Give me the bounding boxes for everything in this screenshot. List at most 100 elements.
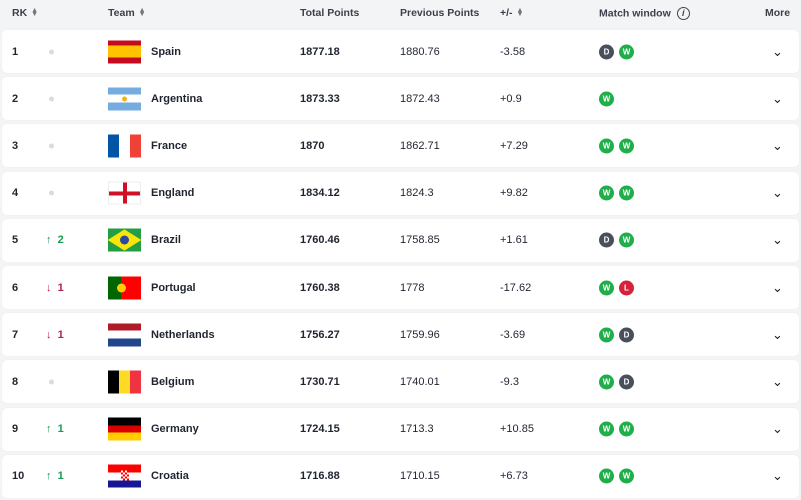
- total-points: 1760.38: [300, 281, 340, 294]
- result-badge-win: W: [599, 280, 614, 295]
- flag-croatia: [108, 464, 141, 488]
- flag-belgium: [108, 370, 141, 394]
- team-name[interactable]: Brazil: [151, 234, 181, 247]
- rank: 5: [12, 234, 19, 247]
- rank-change: ↓ 1: [46, 281, 64, 294]
- sort-icon: ▲ ▼: [138, 7, 146, 19]
- chevron-down-icon[interactable]: ⌄: [772, 468, 783, 484]
- chevron-down-icon[interactable]: ⌄: [772, 90, 783, 106]
- result-badge-win: W: [599, 374, 614, 390]
- table-row[interactable]: 1 Spain 1877.18 1880.76 -3.58 D W ⌄: [2, 30, 799, 73]
- chevron-down-icon[interactable]: ⌄: [772, 43, 783, 59]
- rank-change: ↑ 1: [46, 470, 64, 483]
- rank-change: ↑ 2: [46, 234, 64, 247]
- points-diff: -9.3: [500, 375, 519, 388]
- table-row[interactable]: 7 ↓ 1 Netherlands 1756.27 1759.96 -3.69 W D ⌄: [2, 313, 799, 357]
- total-points: 1760.46: [300, 234, 340, 247]
- previous-points: 1824.3: [400, 187, 434, 200]
- arrow-down-icon: ↓: [46, 328, 52, 341]
- result-badge-win: W: [619, 232, 634, 248]
- team-name[interactable]: Spain: [151, 45, 181, 58]
- flag-england: [108, 181, 141, 205]
- team-name[interactable]: France: [151, 139, 188, 152]
- previous-points: 1710.15: [400, 470, 440, 483]
- total-points: 1870: [300, 139, 325, 152]
- previous-points: 1778: [400, 281, 425, 294]
- previous-points: 1872.43: [400, 92, 440, 105]
- rank: 6: [12, 281, 19, 294]
- team-name[interactable]: Croatia: [151, 470, 189, 483]
- flag-netherlands: [108, 323, 141, 347]
- rank: 3: [12, 139, 19, 152]
- sort-diff[interactable]: +/- ▲ ▼: [500, 7, 524, 19]
- result-badge-draw: D: [619, 327, 634, 343]
- team-name[interactable]: Argentina: [151, 92, 203, 105]
- sort-icon: ▲ ▼: [516, 7, 524, 19]
- result-badge-win: W: [599, 421, 614, 437]
- header-match-window: Match window i: [599, 7, 690, 20]
- chevron-down-icon[interactable]: ⌄: [772, 326, 783, 342]
- no-change-dot: [49, 190, 54, 196]
- result-badge-win: W: [599, 468, 614, 484]
- no-change-dot: [49, 96, 54, 102]
- team-name[interactable]: Netherlands: [151, 328, 215, 341]
- previous-points: 1759.96: [400, 328, 440, 341]
- chevron-down-icon[interactable]: ⌄: [772, 373, 783, 389]
- result-badge-win: W: [619, 44, 634, 59]
- total-points: 1730.71: [300, 375, 340, 388]
- result-badge-draw: D: [599, 44, 614, 59]
- chevron-down-icon[interactable]: ⌄: [772, 279, 783, 295]
- chevron-down-icon[interactable]: ⌄: [772, 137, 783, 153]
- result-badge-win: W: [599, 327, 614, 343]
- team-name[interactable]: Portugal: [151, 281, 196, 294]
- table-row[interactable]: 2 Argentina 1873.33 1872.43 +0.9 W ⌄: [2, 77, 799, 121]
- header-total-points: Total Points: [300, 7, 360, 19]
- flag-argentina: [108, 87, 141, 111]
- points-diff: +6.73: [500, 470, 528, 483]
- previous-points: 1862.71: [400, 139, 440, 152]
- previous-points: 1880.76: [400, 45, 440, 58]
- team-name[interactable]: Belgium: [151, 375, 195, 388]
- chevron-down-icon[interactable]: ⌄: [772, 232, 783, 248]
- table-row[interactable]: 3 France 1870 1862.71 +7.29 W W ⌄: [2, 124, 799, 168]
- result-badge-draw: D: [619, 374, 634, 390]
- chevron-down-icon[interactable]: ⌄: [772, 421, 783, 437]
- table-row[interactable]: 10 ↑ 1 Croatia 1716.88 1710.15 +6.73 W W ⌄: [2, 454, 799, 498]
- match-window: W: [599, 91, 614, 107]
- previous-points: 1740.01: [400, 375, 440, 388]
- table-row[interactable]: 5 ↑ 2 Brazil 1760.46 1758.85 +1.61 D W ⌄: [2, 218, 799, 262]
- rank: 9: [12, 423, 19, 436]
- rank: 8: [12, 375, 19, 388]
- team-name[interactable]: Germany: [151, 423, 199, 436]
- sort-team[interactable]: Team ▲ ▼: [108, 7, 146, 19]
- points-diff: +9.82: [500, 187, 528, 200]
- result-badge-win: W: [619, 185, 634, 201]
- result-badge-win: W: [619, 138, 634, 154]
- rank: 4: [12, 187, 19, 200]
- points-diff: +7.29: [500, 139, 528, 152]
- no-change-dot: [49, 379, 54, 385]
- table-row[interactable]: 8 Belgium 1730.71 1740.01 -9.3 W D ⌄: [2, 360, 799, 404]
- table-row[interactable]: 6 ↓ 1 Portugal 1760.38 1778 -17.62 W L ⌄: [2, 266, 799, 309]
- header-more: More: [765, 7, 791, 19]
- sort-rk[interactable]: RK ▲ ▼: [12, 7, 39, 19]
- no-change-dot: [49, 143, 54, 149]
- team-name[interactable]: England: [151, 187, 195, 200]
- chevron-down-icon[interactable]: ⌄: [772, 185, 783, 201]
- table-row[interactable]: 9 ↑ 1 Germany 1724.15 1713.3 +10.85 W W ⌄: [2, 407, 799, 451]
- points-diff: +1.61: [500, 234, 528, 247]
- arrow-down-icon: ↓: [46, 281, 52, 294]
- points-diff: -3.58: [500, 45, 526, 58]
- previous-points: 1713.3: [400, 423, 434, 436]
- info-icon[interactable]: i: [676, 7, 690, 20]
- table-row[interactable]: 4 England 1834.12 1824.3 +9.82 W W ⌄: [2, 171, 799, 215]
- total-points: 1873.33: [300, 92, 340, 105]
- flag-france: [108, 134, 141, 158]
- result-badge-loss: L: [619, 280, 634, 295]
- arrow-up-icon: ↑: [46, 234, 52, 247]
